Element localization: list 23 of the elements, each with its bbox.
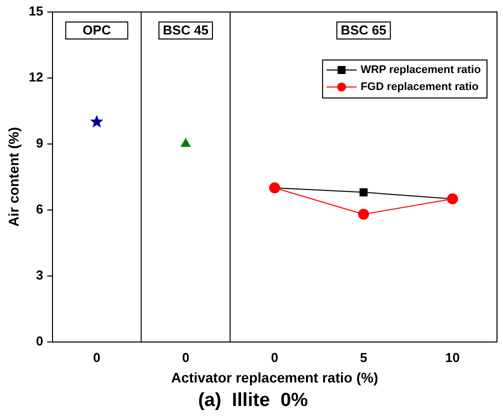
point <box>90 114 104 128</box>
annotation: BSC 45 <box>162 22 208 38</box>
legend-label: FGD replacement ratio <box>360 81 479 94</box>
x-tick-label: 10 <box>445 350 460 366</box>
y-tick-label: 15 <box>28 4 44 19</box>
text: (a) Illite 0% <box>198 390 308 411</box>
annotation: BSC 65 <box>340 22 386 38</box>
x-tick-label: 0 <box>93 350 100 366</box>
point <box>358 208 370 220</box>
legend-label: WRP replacement ratio <box>360 64 482 76</box>
x-axis-title: Activator replacement ratio (%) <box>171 370 378 386</box>
y-axis-title: Air content (%) <box>5 127 22 227</box>
y-tick-label: 9 <box>36 136 44 150</box>
y-tick-label: 6 <box>36 201 44 216</box>
y-tick-label: 12 <box>28 70 44 85</box>
x-tick-label: 0 <box>182 350 190 366</box>
point <box>360 188 368 196</box>
x-tick-label: 5 <box>360 350 368 366</box>
y-tick-label: 3 <box>36 267 44 282</box>
point <box>180 138 191 147</box>
y-tick-label: 0 <box>36 333 44 348</box>
annotation: OPC <box>82 22 112 38</box>
x-tick-label: 0 <box>271 350 278 366</box>
